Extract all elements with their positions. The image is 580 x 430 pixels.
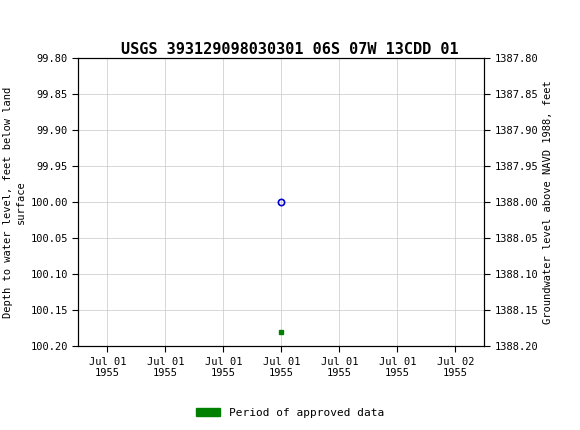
- Y-axis label: Depth to water level, feet below land
surface: Depth to water level, feet below land su…: [3, 86, 26, 318]
- Text: USGS 393129098030301 06S 07W 13CDD 01: USGS 393129098030301 06S 07W 13CDD 01: [121, 42, 459, 57]
- Y-axis label: Groundwater level above NAVD 1988, feet: Groundwater level above NAVD 1988, feet: [543, 80, 553, 324]
- Legend: Period of approved data: Period of approved data: [191, 403, 389, 422]
- Text: USGS: USGS: [24, 9, 84, 28]
